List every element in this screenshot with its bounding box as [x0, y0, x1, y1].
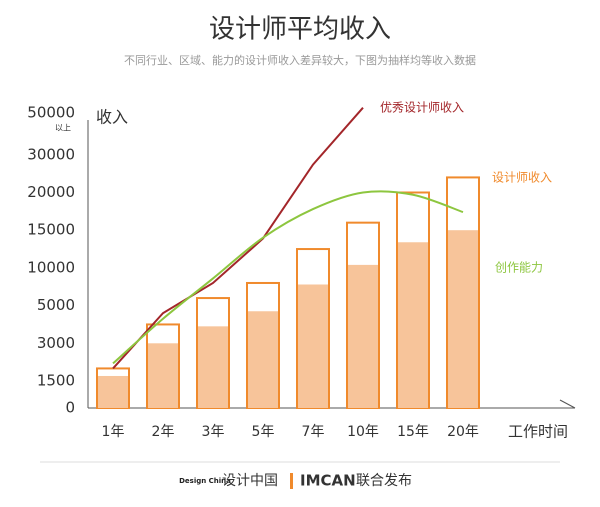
series-label: 设计师收入 [492, 171, 552, 185]
x-axis-arrow [559, 399, 576, 409]
curve [112, 190, 464, 365]
x-tick-label: 20年 [447, 424, 479, 440]
chart-subtitle: 不同行业、区域、能力的设计师收入差异较大，下图为抽样均等收入数据 [124, 53, 476, 67]
footer-logo: Design China [179, 477, 231, 485]
y-tick-label: 15000 [27, 221, 75, 239]
footer-text: 联合发布 [356, 473, 412, 489]
bar-inner [398, 242, 428, 408]
y-tick-label: 3000 [37, 334, 75, 352]
x-tick-label: 15年 [397, 424, 429, 440]
y-tick-label: 50000 [27, 104, 75, 122]
x-tick-label: 10年 [347, 424, 379, 440]
x-tick-label: 5年 [252, 424, 275, 440]
y-tick-label: 5000 [37, 296, 75, 314]
y-tick-label: 1500 [37, 372, 75, 390]
bar-inner [198, 326, 228, 408]
x-axis-label: 工作时间 [508, 423, 568, 441]
y-axis-label: 收入 [96, 108, 128, 127]
bar-inner [348, 264, 378, 408]
footer-divider [290, 473, 293, 489]
x-tick-label: 3年 [202, 424, 225, 440]
y-tick-label: 20000 [27, 183, 75, 201]
line [112, 107, 364, 370]
y-top-note: 以上 [55, 124, 71, 133]
y-tick-label: 0 [65, 399, 75, 417]
bar-inner [448, 230, 478, 408]
bar-inner [298, 284, 328, 408]
bar-inner [148, 343, 178, 408]
y-tick-label: 30000 [27, 145, 75, 163]
x-tick-label: 1年 [102, 424, 125, 440]
series-label: 创作能力 [495, 261, 543, 275]
y-tick-label: 10000 [27, 258, 75, 276]
footer-brand: 设计中国 [222, 473, 278, 489]
bar-inner [248, 311, 278, 408]
series-label: 优秀设计师收入 [380, 101, 464, 115]
x-tick-label: 2年 [152, 424, 175, 440]
chart-title: 设计师平均收入 [209, 15, 391, 45]
x-tick-label: 7年 [302, 424, 325, 440]
footer-brand: IMCAN [300, 472, 356, 490]
bar-inner [98, 375, 128, 408]
